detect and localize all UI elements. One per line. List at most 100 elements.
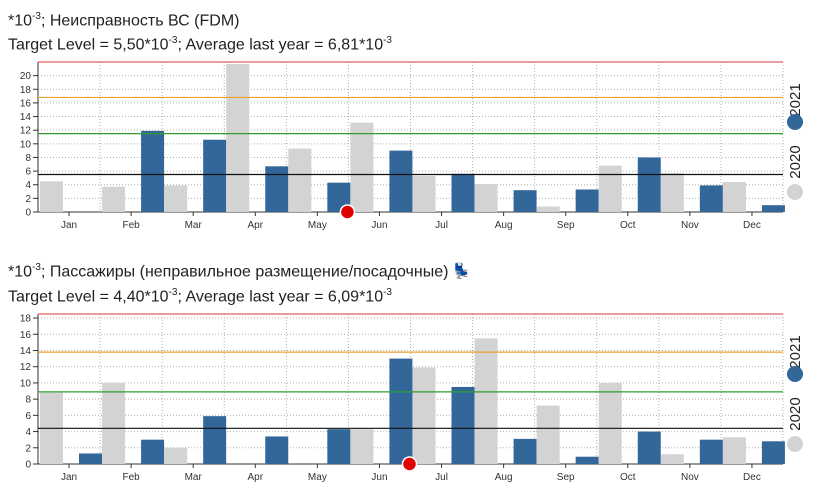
bar-2021-jul (451, 386, 475, 464)
x-tick-label: Oct (620, 472, 636, 483)
x-tick-label: Jan (61, 472, 77, 483)
bar-2021-oct (637, 157, 661, 212)
bar-2021-jul (451, 173, 475, 212)
x-tick-label: Oct (620, 220, 636, 231)
bar-2021-dec (761, 205, 785, 212)
y-tick-label: 0 (25, 460, 31, 471)
x-tick-label: May (308, 472, 327, 483)
bar-chart-1: 0 2 4 6 8 10 12 14 16 18 20 Jan Feb Mar Apr May Jun Jul Au… (20, 61, 804, 231)
current-month-marker (401, 456, 418, 472)
bar-2021-mar (203, 416, 227, 464)
bar-2020-jul (412, 175, 436, 212)
x-tick-label: Nov (681, 472, 699, 483)
legend-label-2021: 2021 (787, 83, 804, 116)
bar-2020-aug (474, 338, 498, 464)
x-tick-label: Aug (495, 220, 513, 231)
bar-2021-feb (141, 130, 165, 212)
y-tick-label: 8 (25, 395, 31, 406)
bar-2020-oct (598, 165, 622, 212)
x-tick-label: Mar (185, 220, 203, 231)
bar-2020-may (288, 148, 312, 212)
bar-2021-nov (699, 439, 723, 464)
y-tick-label: 14 (20, 346, 32, 357)
x-tick-label: Nov (681, 220, 699, 231)
x-tick-label: Jun (371, 220, 387, 231)
y-tick-label: 12 (20, 126, 32, 137)
x-tick-label: Sep (557, 472, 575, 483)
bar-2020-dec (722, 437, 746, 464)
target-level-text-1: Target Level = 5,50*10-3; Average last y… (8, 35, 392, 54)
bar-2020-oct (598, 382, 622, 464)
bar-2021-sep (575, 456, 599, 464)
x-tick-label: Jul (435, 472, 448, 483)
chart-panel-1: *10-3; Неисправность ВС (FDM) Target Lev… (0, 0, 820, 240)
bar-2020-aug (474, 184, 498, 212)
y-tick-label: 18 (20, 85, 32, 96)
x-tick-label: Dec (743, 472, 761, 483)
bar-2021-mar (203, 139, 227, 212)
legend-dot-2020 (787, 436, 803, 452)
legend-dot-2021 (787, 114, 803, 130)
y-tick-label: 6 (25, 411, 31, 422)
passenger-seat-icon: 💺 (452, 263, 472, 281)
x-tick-label: Dec (743, 220, 761, 231)
y-tick-label: 6 (25, 167, 31, 178)
x-tick-label: May (308, 220, 327, 231)
bar-2021-oct (637, 431, 661, 464)
chart-title-2: *10-3; Пассажиры (неправильное размещени… (8, 262, 472, 281)
bar-2021-jun (389, 150, 413, 212)
bar-2020-sep (536, 206, 560, 212)
bar-2021-aug (513, 438, 537, 464)
legend-label-2020: 2020 (787, 397, 804, 430)
y-tick-label: 2 (25, 194, 31, 205)
legend-label-2020: 2020 (787, 145, 804, 178)
bar-2021-sep (575, 189, 599, 212)
y-tick-label: 14 (20, 112, 32, 123)
x-tick-label: Feb (123, 220, 141, 231)
bar-2020-nov (660, 454, 684, 464)
y-tick-label: 16 (20, 330, 32, 341)
legend-dot-2020 (787, 184, 803, 200)
y-tick-label: 0 (25, 208, 31, 219)
y-tick-label: 20 (20, 71, 32, 82)
y-tick-label: 4 (25, 427, 31, 438)
x-tick-label: Aug (495, 472, 513, 483)
y-tick-label: 2 (25, 443, 31, 454)
bar-2020-feb (102, 186, 126, 212)
bar-2021-nov (699, 185, 723, 212)
bar-2020-jun (350, 429, 374, 464)
bar-2021-jun (389, 358, 413, 464)
chart-title-1: *10-3; Неисправность ВС (FDM) (8, 11, 240, 30)
bar-2021-apr (265, 436, 289, 464)
x-tick-label: Apr (248, 472, 264, 483)
bar-2021-jan (79, 453, 102, 464)
legend-dot-2021 (787, 366, 803, 382)
bar-2021-feb (141, 439, 165, 464)
y-tick-label: 10 (20, 378, 32, 389)
y-tick-label: 12 (20, 362, 32, 373)
x-tick-label: Jan (61, 220, 77, 231)
y-tick-label: 8 (25, 153, 31, 164)
bar-2020-dec (722, 182, 746, 212)
x-tick-label: Apr (248, 220, 264, 231)
target-level-text-2: Target Level = 4,40*10-3; Average last y… (8, 287, 392, 306)
bar-2020-jan (40, 181, 63, 212)
bar-2020-nov (660, 173, 684, 212)
bar-2021-dec (761, 441, 785, 464)
bar-2021-may (327, 429, 351, 464)
y-tick-label: 10 (20, 139, 32, 150)
bar-2020-jun (350, 122, 374, 212)
bar-2021-may (327, 182, 351, 212)
x-tick-label: Sep (557, 220, 575, 231)
x-tick-label: Jun (371, 472, 387, 483)
x-tick-label: Mar (185, 472, 203, 483)
bar-2020-mar (164, 185, 188, 212)
current-month-marker (339, 204, 356, 220)
bar-2020-sep (536, 405, 560, 464)
y-tick-label: 18 (20, 314, 32, 325)
bar-2021-aug (513, 190, 537, 212)
y-tick-label: 16 (20, 98, 32, 109)
x-tick-label: Feb (123, 472, 141, 483)
legend-label-2021: 2021 (787, 335, 804, 368)
